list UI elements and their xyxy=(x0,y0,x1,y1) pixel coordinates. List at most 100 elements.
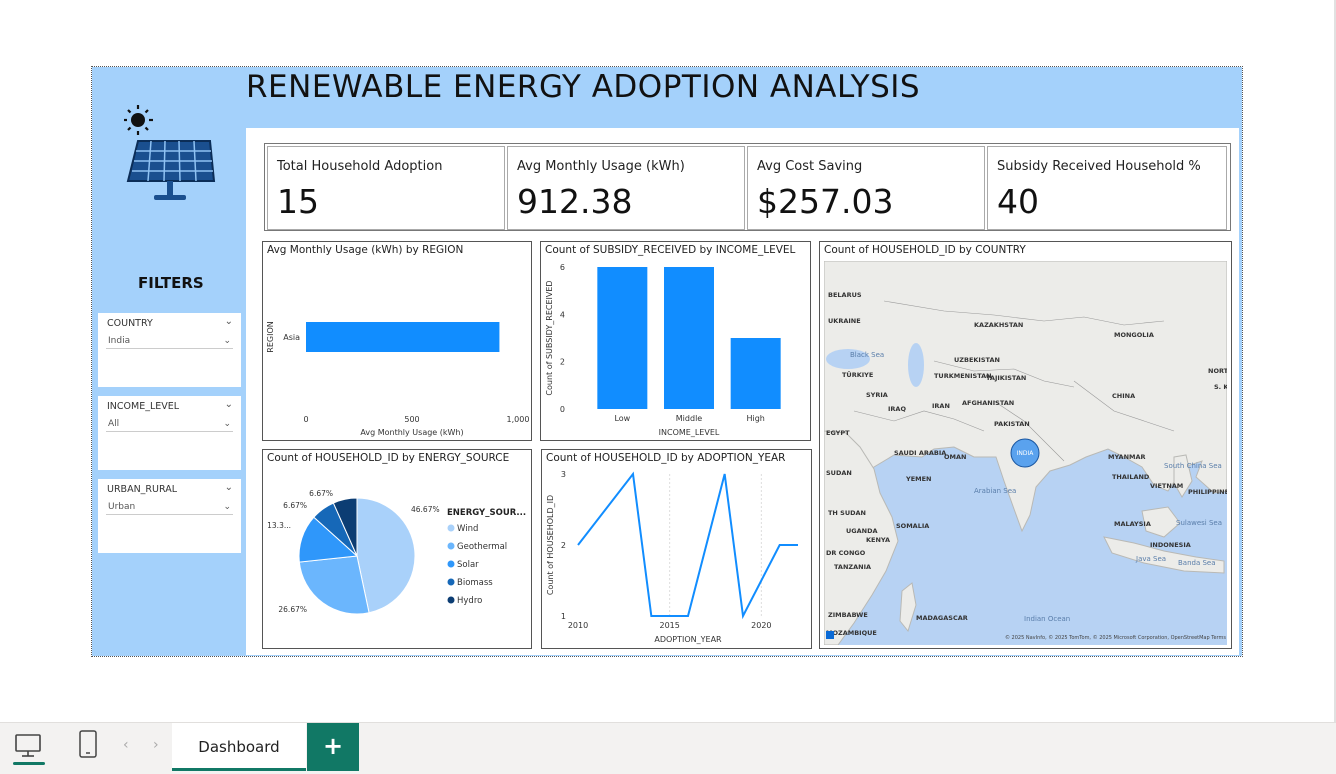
kpi-card[interactable]: Total Household Adoption 15 xyxy=(267,146,505,230)
chevron-right-icon[interactable]: › xyxy=(153,737,159,753)
kpi-row: Total Household Adoption 15 Avg Monthly U… xyxy=(264,143,1231,231)
map-place-label: SAUDI ARABIA xyxy=(894,449,946,457)
map-place-label: Indian Ocean xyxy=(1024,615,1070,623)
energy-source-plot: 46.67% 26.67% 13.3... 6.67%6.67% ENERGY_SOUR… xyxy=(267,489,526,615)
tab-dashboard[interactable]: Dashboard xyxy=(172,723,306,771)
kpi-card[interactable]: Avg Monthly Usage (kWh) 912.38 xyxy=(507,146,745,230)
map-place-label: DR CONGO xyxy=(826,549,866,557)
income-level-dropdown[interactable]: All ⌄ xyxy=(106,416,233,432)
kpi-card[interactable]: Avg Cost Saving $257.03 xyxy=(747,146,985,230)
country-slicer[interactable]: COUNTRY ⌄ India ⌄ xyxy=(98,313,241,387)
africa-land xyxy=(824,430,899,645)
map-place-label: IRAQ xyxy=(888,405,906,413)
pie-slice xyxy=(298,555,370,615)
map-place-label: MOZAMBIQUE xyxy=(826,629,877,637)
chevron-down-icon[interactable]: ⌄ xyxy=(224,316,233,327)
subsidy-by-income-chart[interactable]: Count of SUBSIDY_RECEIVED by INCOME_LEVE… xyxy=(540,241,811,441)
chart-title: Count of HOUSEHOLD_ID by COUNTRY xyxy=(824,244,1026,256)
map-place-label: South China Sea xyxy=(1164,462,1222,470)
kpi-value: 912.38 xyxy=(517,182,633,221)
map-place-label: AFGHANISTAN xyxy=(962,399,1014,407)
bar xyxy=(306,322,500,352)
x-tick-label: 2020 xyxy=(751,621,771,630)
phone-icon xyxy=(79,730,97,758)
map-place-label: UKRAINE xyxy=(828,317,861,325)
y-tick-label: 2 xyxy=(560,358,565,367)
map-place-label: Black Sea xyxy=(850,351,884,359)
map-place-label: MADAGASCAR xyxy=(916,614,968,622)
bar xyxy=(730,338,781,409)
data-label: 13.3... xyxy=(267,521,291,530)
map-place-label: NORTH KO xyxy=(1208,367,1227,375)
chevron-down-icon[interactable]: ⌄ xyxy=(224,482,233,493)
legend-label: Geothermal xyxy=(457,542,507,552)
adoption-year-chart[interactable]: Count of HOUSEHOLD_ID by ADOPTION_YEAR 2… xyxy=(541,449,812,649)
energy-source-chart[interactable]: Count of HOUSEHOLD_ID by ENERGY_SOURCE 4… xyxy=(262,449,532,649)
map-place-label: BELARUS xyxy=(828,291,862,299)
india-bubble-label: INDIA xyxy=(1017,450,1035,457)
vertical-scrollbar[interactable] xyxy=(1334,0,1336,722)
desktop-view-button[interactable] xyxy=(12,731,46,767)
kpi-value: $257.03 xyxy=(757,182,894,221)
monitor-icon xyxy=(13,734,45,765)
legend-marker xyxy=(447,596,455,604)
map-place-label: MYANMAR xyxy=(1108,453,1146,461)
chevron-down-icon: ⌄ xyxy=(223,502,231,512)
legend-marker xyxy=(447,578,455,586)
map-attribution: © 2025 NavInfo, © 2025 TomTom, © 2025 Mi… xyxy=(1005,634,1226,641)
usage-by-region-chart[interactable]: Avg Monthly Usage (kWh) by REGION Asia 0 5… xyxy=(262,241,532,441)
pie-slice xyxy=(332,497,358,557)
report-title: RENEWABLE ENERGY ADOPTION ANALYSIS xyxy=(246,69,921,105)
slicer-title: COUNTRY xyxy=(107,318,153,329)
legend-marker xyxy=(447,524,455,532)
legend-label: Hydro xyxy=(457,596,482,606)
y-tick-label: 4 xyxy=(560,310,565,319)
map-place-label: TÜRKIYE xyxy=(842,370,873,379)
country-map-visual[interactable]: Count of HOUSEHOLD_ID by COUNTRY KAZAKHS… xyxy=(819,241,1232,649)
x-tick-label: Low xyxy=(614,414,630,423)
bing-logo xyxy=(826,631,834,639)
bar xyxy=(664,267,714,409)
chevron-left-icon[interactable]: ‹ xyxy=(123,737,129,753)
x-axis-title: Avg Monthly Usage (kWh) xyxy=(360,428,463,437)
map-place-label: TANZANIA xyxy=(834,563,871,571)
legend-title: ENERGY_SOUR... xyxy=(447,508,526,518)
legend-label: Solar xyxy=(457,560,479,570)
map-place-label: Java Sea xyxy=(1135,555,1166,563)
x-tick-label: 0 xyxy=(303,415,308,424)
income-level-slicer[interactable]: INCOME_LEVEL ⌄ All ⌄ xyxy=(98,396,241,470)
solar-panel-icon xyxy=(126,140,216,200)
x-tick-label: 500 xyxy=(404,415,419,424)
kpi-label: Subsidy Received Household % xyxy=(997,159,1201,174)
country-dropdown[interactable]: India ⌄ xyxy=(106,333,233,349)
adoption-year-plot: 2010 2015 2020 1 2 3 ADOPTION_YEAR Count of HOU… xyxy=(546,470,798,644)
chevron-down-icon[interactable]: ⌄ xyxy=(224,399,233,410)
dropdown-value: Urban xyxy=(108,502,136,512)
urban-rural-dropdown[interactable]: Urban ⌄ xyxy=(106,499,233,515)
y-tick-label: 3 xyxy=(561,470,566,479)
caspian-sea xyxy=(908,343,924,387)
x-tick-label: High xyxy=(746,414,764,423)
black-sea xyxy=(826,349,870,369)
chevron-down-icon: ⌄ xyxy=(223,419,231,429)
map-place-label: CHINA xyxy=(1112,392,1135,400)
slicer-title: INCOME_LEVEL xyxy=(107,401,180,412)
data-label: 46.67% xyxy=(411,505,440,514)
map-canvas[interactable]: KAZAKHSTAN MONGOLIA UZBEKISTAN TURKMENISTAN… xyxy=(824,261,1227,645)
pie-slice xyxy=(356,497,416,614)
legend-marker xyxy=(447,542,455,550)
kpi-card[interactable]: Subsidy Received Household % 40 xyxy=(987,146,1227,230)
y-tick-label: 2 xyxy=(561,541,566,550)
urban-rural-slicer[interactable]: URBAN_RURAL ⌄ Urban ⌄ xyxy=(98,479,241,553)
map-place-label: YEMEN xyxy=(905,475,932,483)
add-page-button[interactable]: + xyxy=(307,723,359,771)
y-axis-title: REGION xyxy=(266,321,275,352)
philippines-land xyxy=(1173,454,1193,498)
y-tick-label: 1 xyxy=(561,612,566,621)
dropdown-value: All xyxy=(108,419,120,429)
map-place-label: TURKMENISTAN xyxy=(934,372,992,380)
legend-label: Biomass xyxy=(457,578,493,588)
map-place-label: PHILIPPINES xyxy=(1188,488,1227,496)
map-place-label: S. KORE xyxy=(1214,383,1227,391)
mobile-view-button[interactable] xyxy=(78,729,98,759)
